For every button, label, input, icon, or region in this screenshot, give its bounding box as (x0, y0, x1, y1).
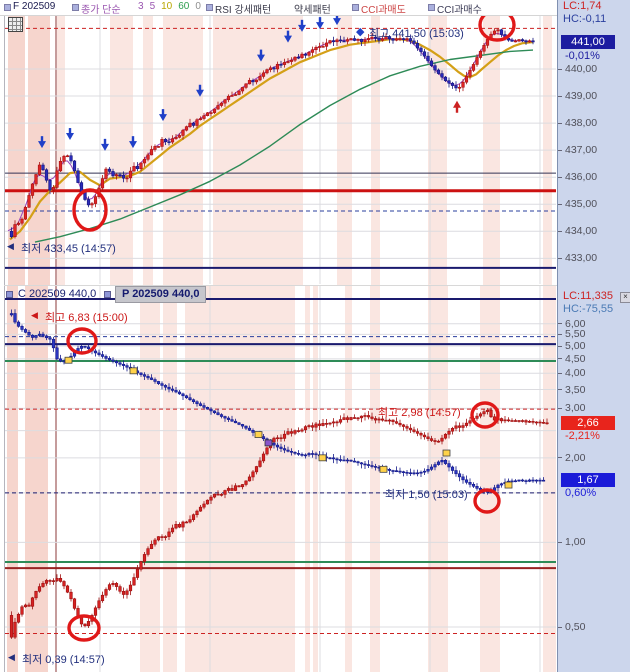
call-change-pct: -2,21% (565, 430, 600, 442)
y-tick-label: 6,00 (565, 317, 586, 330)
y-tick-label: 434,00 (565, 225, 598, 238)
put-series-label-selected[interactable]: P 202509 440,0 (115, 286, 207, 303)
checkbox-icon[interactable] (428, 4, 435, 11)
checkbox-icon[interactable] (4, 4, 11, 11)
ma-period[interactable]: 0 (195, 1, 201, 12)
y-tick-mark (558, 257, 562, 259)
checkbox-icon[interactable] (6, 291, 13, 298)
y-tick-label: 0,50 (565, 621, 586, 633)
put-low-annotation: 최저 1,50 (15:03) (385, 489, 468, 501)
y-tick-label: 439,00 (565, 90, 598, 103)
y-tick-label: 4,50 (565, 352, 586, 365)
symbol-label[interactable]: F 202509 (13, 1, 56, 12)
futures-low-annotation: 최저 433,45 (14:57) (21, 243, 116, 255)
y-tick-mark (558, 407, 562, 409)
y-tick-label: 436,00 (565, 171, 598, 184)
put-high-annotation: 최고 6,83 (15:00) (45, 312, 128, 324)
y-tick-label: 3,00 (565, 402, 586, 415)
ma-period[interactable]: 5 (149, 1, 156, 12)
y-tick-mark (558, 345, 562, 347)
futures-high-annotation: 최고 441,50 (15:03) (369, 28, 464, 40)
y-tick-label: 437,00 (565, 144, 598, 157)
call-last-badge: 2,66 (561, 416, 615, 430)
y-tick-label: 438,00 (565, 117, 598, 130)
checkbox-icon[interactable] (206, 4, 213, 11)
high-change-top: HC:-0,11 (563, 13, 607, 25)
checkbox-icon[interactable] (72, 4, 79, 11)
high-change-bottom: HC:-75,55 (563, 303, 614, 315)
price-axis[interactable]: LC:1,74 HC:-0,11 441,00 -0,01% 440,00 439… (557, 0, 630, 672)
ma-period[interactable]: 60 (178, 1, 190, 12)
y-tick-mark (558, 389, 562, 391)
y-tick-mark (558, 203, 562, 205)
y-tick-mark (558, 176, 562, 178)
ma-period[interactable]: 10 (161, 1, 173, 12)
y-tick-mark (558, 372, 562, 374)
y-tick-mark (558, 333, 562, 335)
rsi-bull-label[interactable]: RSI 강세패턴 (215, 5, 272, 16)
call-series-label[interactable]: C 202509 440,0 (18, 288, 97, 300)
y-tick-mark (558, 95, 562, 97)
y-tick-mark (558, 230, 562, 232)
y-tick-mark (558, 626, 562, 628)
y-tick-mark (558, 457, 562, 459)
ma-legend-label[interactable]: 종가 단순 (81, 5, 121, 16)
last-price-badge: 441,00 (561, 35, 615, 49)
ma-period[interactable]: 3 (138, 1, 144, 12)
call-high-annotation: 최고 2,98 (14:57) (378, 407, 461, 419)
left-arrow-icon: ◀ (8, 652, 15, 662)
left-arrow-icon: ◀ (31, 310, 38, 320)
put-last-badge: 1,67 (561, 473, 615, 487)
y-tick-mark (558, 122, 562, 124)
y-tick-mark (558, 68, 562, 70)
y-tick-label: 5,00 (565, 340, 586, 352)
diamond-marker-icon: ◆ (356, 26, 365, 38)
plot-left-border (4, 15, 5, 672)
low-change-bottom: LC:11,335 (563, 290, 613, 302)
low-change-top: LC:1,74 (563, 0, 602, 12)
y-tick-label: 433,00 (565, 252, 598, 265)
change-pct-top: -0,01% (565, 50, 600, 62)
y-tick-label: 4,00 (565, 367, 586, 380)
y-tick-label: 435,00 (565, 198, 598, 211)
indicator-legend-bar: F 202509 종가 단순 3 5 10 60 0 RSI 강세패턴 약세패턴 CCI… (0, 0, 557, 16)
close-icon[interactable]: × (620, 292, 630, 303)
call-low-annotation: 최저 0,39 (14:57) (22, 654, 105, 666)
y-tick-label: 440,00 (565, 63, 598, 75)
y-tick-label: 2,00 (565, 451, 586, 464)
y-tick-mark (558, 149, 562, 151)
rsi-bear-label[interactable]: 약세패턴 (294, 5, 331, 16)
left-arrow-icon: ◀ (7, 241, 14, 251)
pane-divider (4, 285, 557, 286)
y-tick-label: 1,00 (565, 536, 586, 549)
y-tick-label: 3,50 (565, 383, 586, 396)
checkbox-icon[interactable] (352, 4, 359, 11)
y-tick-mark (558, 358, 562, 360)
cci-overbought-label[interactable]: CCI과매수 (437, 5, 482, 16)
option-series-legend: C 202509 440,0 P 202509 440,0 (4, 286, 556, 304)
y-tick-label: 5,50 (565, 328, 586, 341)
y-tick-mark (558, 541, 562, 543)
checkbox-icon[interactable] (104, 291, 111, 298)
cci-oversold-label[interactable]: CCI과매도 (361, 5, 406, 16)
y-tick-mark (558, 323, 562, 325)
put-change-pct: 0,60% (565, 487, 597, 499)
grid-tool-icon[interactable] (8, 17, 23, 32)
ma-period-list: 3 5 10 60 0 (138, 1, 207, 12)
